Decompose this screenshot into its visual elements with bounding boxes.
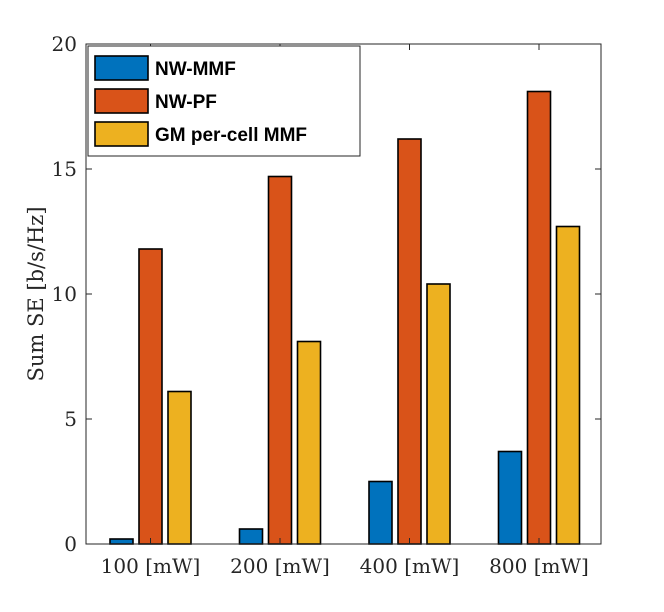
bars-group [109, 90, 581, 545]
legend-swatch [94, 55, 149, 81]
y-axis: 0 5 10 15 20 [52, 32, 601, 556]
bar-nw-mmf [497, 450, 523, 545]
x-tick-label: 800 [mW] [489, 554, 589, 578]
legend-swatch [94, 88, 149, 114]
bar-nw-pf [267, 175, 293, 545]
y-tick-label: 20 [52, 32, 77, 56]
x-axis: 100 [mW] 200 [mW] 400 [mW] 800 [mW] [101, 44, 589, 578]
bar-nw-mmf [368, 480, 393, 545]
legend-label: GM per-cell MMF [155, 125, 307, 146]
bar-gm-per-cell-mmf [167, 390, 192, 545]
bar-gm-per-cell-mmf [555, 225, 581, 545]
legend-label: NW-PF [155, 92, 217, 113]
bar-nw-mmf [238, 528, 264, 545]
x-tick-label: 400 [mW] [360, 554, 460, 578]
legend-swatch [94, 121, 149, 147]
legend-label: NW-MMF [155, 59, 236, 80]
bar-nw-pf [138, 248, 163, 545]
y-axis-label: Sum SE [b/s/Hz] [24, 206, 48, 381]
y-tick-label: 10 [52, 282, 77, 306]
y-tick-label: 5 [64, 407, 77, 431]
y-tick-label: 0 [64, 532, 77, 556]
bar-nw-pf [526, 90, 552, 545]
bar-nw-pf [397, 138, 422, 545]
bar-gm-per-cell-mmf [426, 283, 451, 545]
x-tick-label: 200 [mW] [230, 554, 330, 578]
legend: NW-MMF NW-PF GM per-cell MMF [87, 45, 361, 157]
x-tick-label: 100 [mW] [101, 554, 201, 578]
bar-nw-mmf [109, 538, 134, 545]
y-tick-label: 15 [52, 157, 77, 181]
bar-gm-per-cell-mmf [296, 340, 322, 545]
